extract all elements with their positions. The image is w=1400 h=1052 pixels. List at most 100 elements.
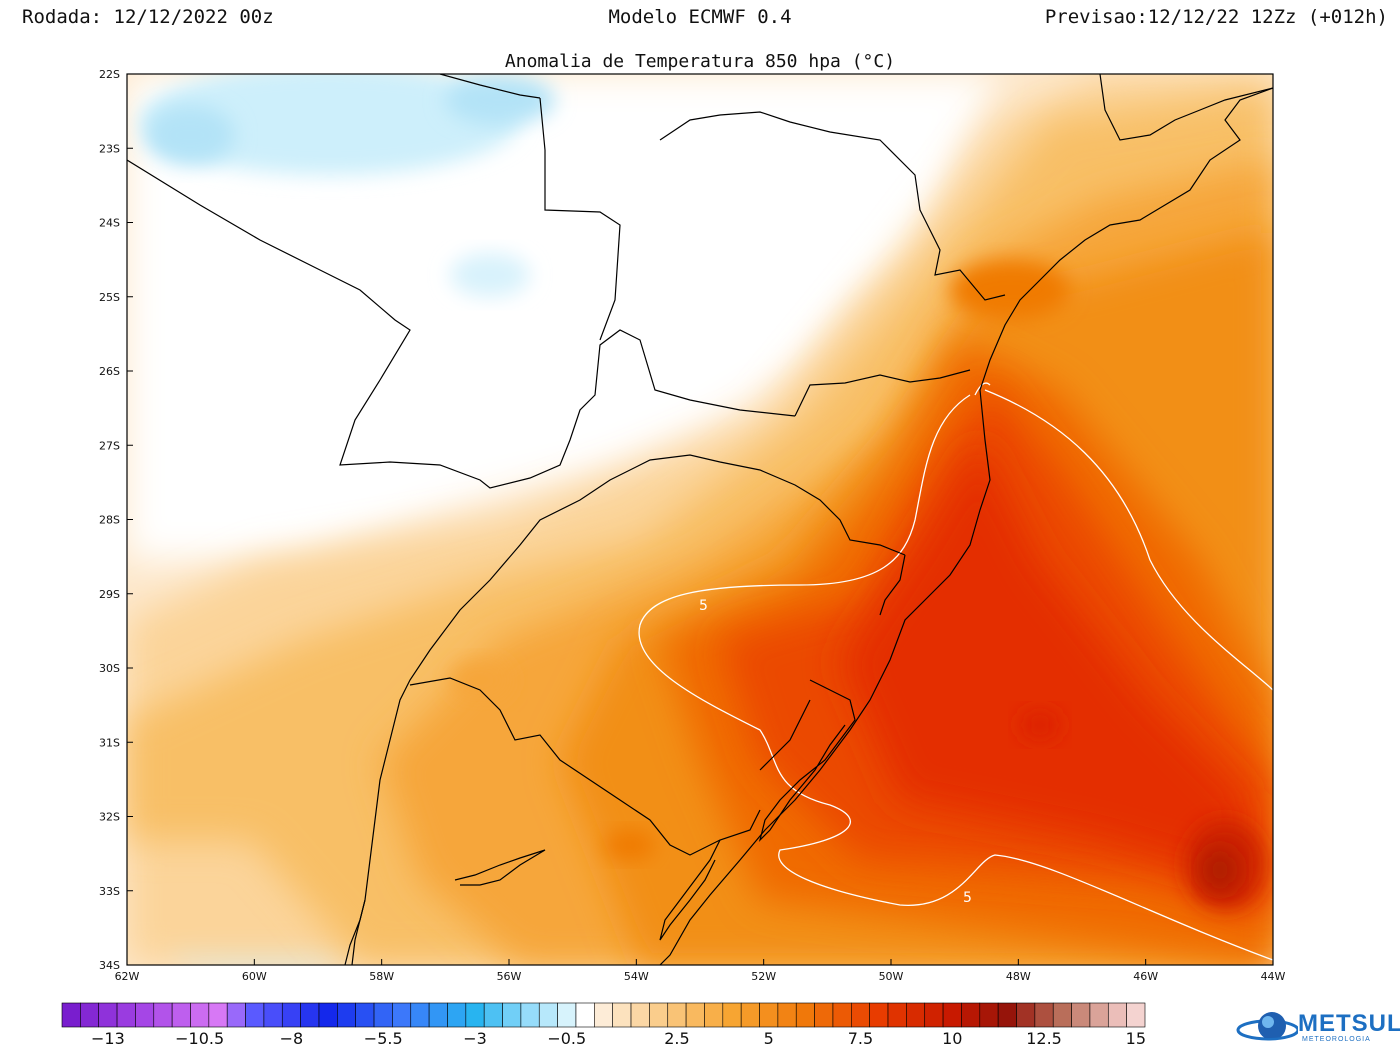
colorbar-swatch xyxy=(1034,1002,1054,1028)
colorbar-swatch xyxy=(318,1002,338,1028)
colorbar-swatch xyxy=(1089,1002,1109,1028)
colorbar-swatch xyxy=(630,1002,650,1028)
colorbar-swatch xyxy=(997,1002,1017,1028)
lat-tick-label: 29S xyxy=(99,588,120,601)
model-name-label: Modelo ECMWF 0.4 xyxy=(608,6,792,28)
colorbar-swatch xyxy=(869,1002,889,1028)
lon-tick-label: 56W xyxy=(497,970,522,983)
lon-tick-label: 62W xyxy=(115,970,140,983)
colorbar-swatch xyxy=(594,1002,613,1028)
borders xyxy=(127,74,1273,965)
lon-tick-label: 44W xyxy=(1261,970,1286,983)
lon-tick-label: 48W xyxy=(1006,970,1031,983)
colorbar-swatch xyxy=(263,1002,283,1028)
lon-tick-label: 50W xyxy=(879,970,904,983)
lat-tick-label: 23S xyxy=(99,142,120,155)
colorbar-label: 15 xyxy=(1126,1029,1146,1048)
colorbar-label: 2.5 xyxy=(664,1029,689,1048)
lon-tick-label: 54W xyxy=(624,970,649,983)
colorbar-label: −0.5 xyxy=(547,1029,586,1048)
colorbar-swatch xyxy=(924,1002,944,1028)
colorbar-swatch xyxy=(116,1002,136,1028)
colorbar-swatch xyxy=(777,1002,797,1028)
lat-tick-label: 33S xyxy=(99,885,120,898)
metsul-logo: METSUL METEOROLOGIA xyxy=(1232,1006,1400,1050)
lon-tick-label: 52W xyxy=(751,970,776,983)
colorbar-swatch xyxy=(135,1002,155,1028)
colorbar-swatch xyxy=(61,1002,81,1028)
colorbar-swatch xyxy=(887,1002,907,1028)
forecast-time-label: Previsao:12/12/22 12Zz (+012h) xyxy=(1044,6,1388,28)
colorbar-swatch xyxy=(575,1002,595,1028)
model-run-label: Rodada: 12/12/2022 00z xyxy=(22,6,274,28)
colorbar-label: −8 xyxy=(280,1029,304,1048)
lat-tick-label: 32S xyxy=(99,811,120,824)
lat-tick-label: 30S xyxy=(99,662,120,675)
colorbar-swatch xyxy=(483,1002,503,1028)
colorbar-swatch xyxy=(979,1002,999,1028)
colorbar-label: 12.5 xyxy=(1026,1029,1062,1048)
colorbar-swatch xyxy=(557,1002,577,1028)
colorbar-swatch xyxy=(428,1002,448,1028)
lat-tick-label: 34S xyxy=(99,959,120,972)
colorbar-swatch xyxy=(759,1002,779,1028)
colorbar-label: −5.5 xyxy=(364,1029,403,1048)
colorbar-swatch xyxy=(942,1002,962,1028)
colorbar-swatch xyxy=(832,1002,852,1028)
globe-icon xyxy=(1236,1012,1298,1041)
colorbar-label: 7.5 xyxy=(848,1029,873,1048)
logo-tagline: METEOROLOGIA xyxy=(1302,1036,1371,1043)
colorbar-swatch xyxy=(98,1002,118,1028)
colorbar-swatch xyxy=(851,1002,870,1028)
colorbar-swatch xyxy=(814,1002,834,1028)
lat-tick-label: 31S xyxy=(99,736,120,749)
map-title: Anomalia de Temperatura 850 hpa (°C) xyxy=(504,51,896,72)
colorbar-swatch xyxy=(1071,1002,1091,1028)
logo-name: METSUL xyxy=(1298,1010,1400,1037)
colorbar-swatch xyxy=(502,1002,522,1028)
lat-tick-label: 28S xyxy=(99,514,120,527)
contour-label: 5 xyxy=(963,890,972,906)
colorbar-swatch xyxy=(1052,1002,1072,1028)
colorbar-label: −13 xyxy=(91,1029,125,1048)
colorbar-swatch xyxy=(649,1002,669,1028)
colorbar-swatch xyxy=(245,1002,265,1028)
colorbar-swatch xyxy=(906,1002,926,1028)
colorbar-swatch xyxy=(171,1002,191,1028)
colorbar-label: −10.5 xyxy=(175,1029,224,1048)
colorbar-swatch xyxy=(337,1002,356,1028)
colorbar-label: 10 xyxy=(942,1029,962,1048)
lon-tick-label: 46W xyxy=(1133,970,1158,983)
contour-label: 5 xyxy=(699,598,708,614)
colorbar: −13 −10.5 −8 −5.5 −3 −0.5 2.5 5 7.5 10 12.5 15 xyxy=(61,1002,1146,1048)
colorbar-swatch xyxy=(520,1002,540,1028)
lon-tick-label: 58W xyxy=(369,970,394,983)
colorbar-label: −3 xyxy=(463,1029,487,1048)
lat-tick-label: 24S xyxy=(99,217,120,230)
colorbar-label: 5 xyxy=(764,1029,774,1048)
colorbar-swatch xyxy=(447,1002,467,1028)
longitude-axis: 62W 60W 58W 56W 54W 52W 50W 48W 46W 44W xyxy=(115,959,1286,983)
colorbar-swatch xyxy=(704,1002,724,1028)
lat-tick-label: 26S xyxy=(99,365,120,378)
colorbar-swatch xyxy=(667,1002,687,1028)
latitude-axis: 22S 23S 24S 25S 26S 27S 28S 29S 30S 31S 32S 33S 34S xyxy=(99,68,133,972)
colorbar-swatch xyxy=(465,1002,485,1028)
colorbar-swatch xyxy=(722,1002,742,1028)
colorbar-swatch xyxy=(538,1002,558,1028)
colorbar-swatch xyxy=(1107,1002,1127,1028)
lat-tick-label: 22S xyxy=(99,68,120,81)
colorbar-swatch xyxy=(153,1002,173,1028)
colorbar-swatch xyxy=(612,1002,632,1028)
colorbar-swatch xyxy=(392,1002,412,1028)
colorbar-swatch xyxy=(355,1002,375,1028)
anomaly-field xyxy=(127,74,1273,965)
colorbar-swatch xyxy=(80,1002,100,1028)
colorbar-swatch xyxy=(281,1002,301,1028)
colorbar-swatch xyxy=(300,1002,320,1028)
colorbar-swatch xyxy=(226,1002,246,1028)
lat-tick-label: 25S xyxy=(99,291,120,304)
colorbar-swatch xyxy=(740,1002,760,1028)
lat-tick-label: 27S xyxy=(99,439,120,452)
